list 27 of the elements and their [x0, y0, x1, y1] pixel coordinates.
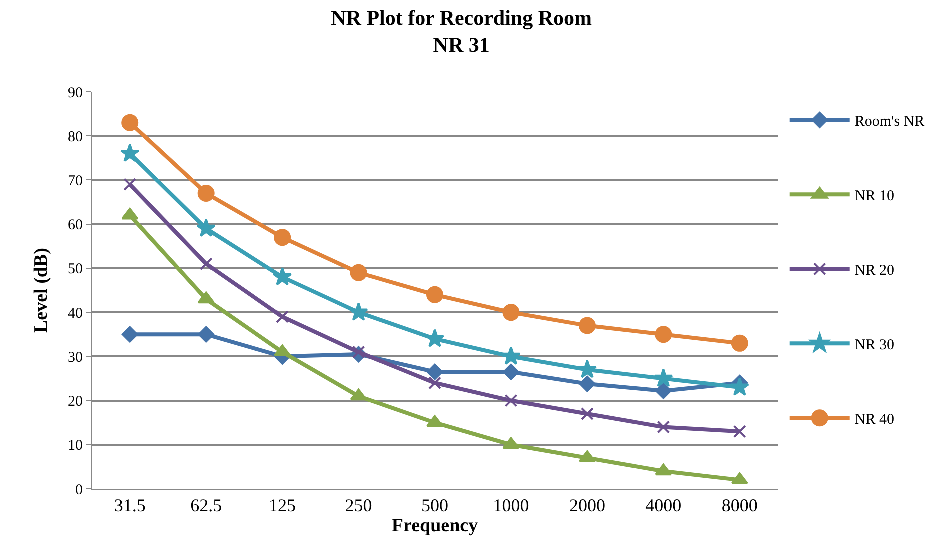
y-tick-label: 80: [68, 129, 83, 146]
y-tick-label: 20: [68, 394, 83, 410]
y-tick-label: 50: [68, 262, 83, 278]
chart-title: NR Plot for Recording Room NR 31: [331, 6, 593, 58]
legend-label: NR 30: [854, 338, 894, 354]
x-axis-title: Frequency: [392, 516, 479, 537]
y-tick-label: 60: [68, 218, 83, 234]
x-tick-label: 2000: [569, 496, 606, 516]
x-tick-label: 1000: [493, 496, 530, 516]
y-axis-title: Level (dB): [30, 248, 52, 333]
x-tick-label: 125: [269, 496, 296, 516]
y-tick-label: 30: [68, 350, 83, 366]
y-tick-label: 40: [68, 306, 83, 322]
y-tick-label: 0: [76, 482, 83, 498]
legend-label: NR 10: [854, 188, 894, 205]
x-tick-label: 250: [345, 496, 372, 516]
x-tick-label: 500: [422, 496, 448, 516]
x-tick-label: 4000: [646, 496, 682, 516]
y-tick-label: 90: [68, 85, 83, 102]
x-tick-label: 62.5: [190, 496, 222, 516]
y-tick-label: 10: [68, 438, 83, 454]
y-tick-label: 70: [68, 173, 83, 190]
legend-label: Room's NR: [854, 114, 925, 130]
x-tick-label: 31.5: [114, 496, 146, 516]
legend-label: NR 20: [854, 263, 894, 280]
x-tick-label: 8000: [722, 496, 758, 516]
legend-label: NR 40: [854, 412, 894, 428]
